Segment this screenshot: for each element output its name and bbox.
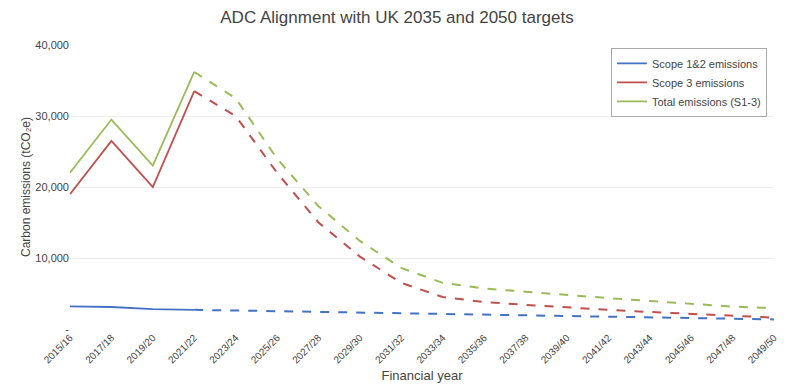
svg-text:2049/50: 2049/50 <box>746 332 780 366</box>
svg-text:2033/34: 2033/34 <box>414 332 448 366</box>
svg-text:2029/30: 2029/30 <box>331 332 365 366</box>
svg-text:Scope 1&2 emissions: Scope 1&2 emissions <box>652 58 758 70</box>
svg-text:40,000: 40,000 <box>35 39 69 51</box>
svg-text:2027/28: 2027/28 <box>290 332 324 366</box>
svg-text:2039/40: 2039/40 <box>539 332 573 366</box>
svg-text:-: - <box>65 323 69 335</box>
svg-text:2045/46: 2045/46 <box>663 332 697 366</box>
svg-text:2019/20: 2019/20 <box>124 332 158 366</box>
svg-text:2031/32: 2031/32 <box>373 332 407 366</box>
svg-text:20,000: 20,000 <box>35 181 69 193</box>
svg-text:30,000: 30,000 <box>35 110 69 122</box>
svg-text:2017/18: 2017/18 <box>83 332 117 366</box>
svg-text:2037/38: 2037/38 <box>497 332 531 366</box>
svg-text:Financial year: Financial year <box>382 368 464 383</box>
svg-text:2021/22: 2021/22 <box>166 332 200 366</box>
svg-text:2043/44: 2043/44 <box>621 332 655 366</box>
svg-text:10,000: 10,000 <box>35 252 69 264</box>
svg-text:2015/16: 2015/16 <box>42 332 76 366</box>
svg-text:Total emissions (S1-3): Total emissions (S1-3) <box>652 96 761 108</box>
svg-text:2041/42: 2041/42 <box>580 332 614 366</box>
svg-text:2025/26: 2025/26 <box>249 332 283 366</box>
svg-text:2047/48: 2047/48 <box>704 332 738 366</box>
svg-text:2035/36: 2035/36 <box>456 332 490 366</box>
svg-text:Carbon emissions (tCO₂e): Carbon emissions (tCO₂e) <box>19 117 33 257</box>
svg-text:Scope 3 emissions: Scope 3 emissions <box>652 77 745 89</box>
svg-text:ADC Alignment with UK 2035 and: ADC Alignment with UK 2035 and 2050 targ… <box>220 8 573 27</box>
svg-text:2023/24: 2023/24 <box>207 332 241 366</box>
